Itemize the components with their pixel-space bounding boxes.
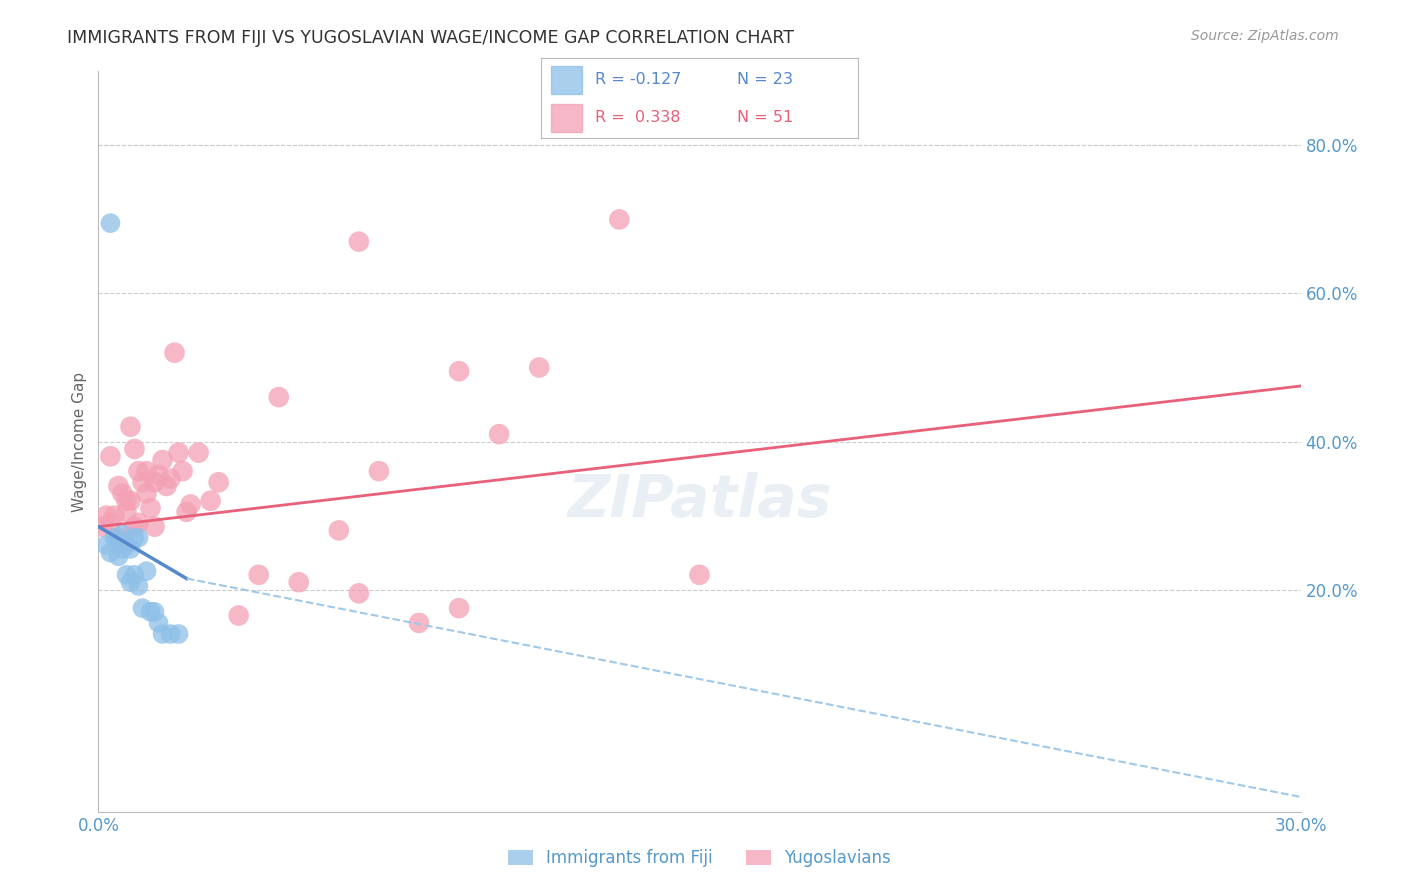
Point [100, 450, 122, 464]
Point [135, 486, 157, 500]
Point [267, 390, 290, 404]
Point [128, 531, 150, 545]
Point [143, 519, 166, 533]
Point [107, 534, 129, 549]
Point [368, 464, 391, 478]
Point [488, 427, 510, 442]
Point [529, 360, 551, 375]
Point [111, 527, 134, 541]
Point [447, 364, 470, 378]
Point [103, 508, 125, 523]
Point [115, 567, 138, 582]
Y-axis label: Wage/Income Gap: Wage/Income Gap [72, 371, 87, 512]
Point [163, 345, 186, 359]
Bar [551, 103, 582, 132]
Text: IMMIGRANTS FROM FIJI VS YUGOSLAVIAN WAGE/INCOME GAP CORRELATION CHART: IMMIGRANTS FROM FIJI VS YUGOSLAVIAN WAGE… [67, 29, 794, 46]
Point [143, 475, 166, 490]
Point [124, 442, 146, 456]
Point [187, 445, 209, 459]
Point [100, 545, 122, 560]
Text: R =  0.338: R = 0.338 [595, 110, 681, 125]
Point [180, 498, 202, 512]
Legend: Immigrants from Fiji, Yugoslavians: Immigrants from Fiji, Yugoslavians [501, 842, 898, 874]
Point [107, 479, 129, 493]
Text: N = 23: N = 23 [738, 72, 793, 87]
Text: Source: ZipAtlas.com: Source: ZipAtlas.com [1191, 29, 1339, 43]
Point [288, 575, 311, 590]
Point [247, 567, 270, 582]
Point [172, 464, 194, 478]
Point [115, 493, 138, 508]
Point [609, 212, 631, 227]
Point [111, 486, 134, 500]
Point [159, 627, 181, 641]
Bar [551, 66, 582, 95]
Point [120, 419, 142, 434]
Point [100, 516, 122, 530]
Point [96, 538, 118, 552]
Point [111, 541, 134, 556]
Point [115, 538, 138, 552]
Point [167, 445, 190, 459]
Point [131, 475, 153, 490]
Point [115, 505, 138, 519]
Point [91, 519, 114, 533]
Point [111, 534, 134, 549]
Point [447, 601, 470, 615]
Point [124, 519, 146, 533]
Point [128, 464, 150, 478]
Point [124, 531, 146, 545]
Point [176, 505, 198, 519]
Point [148, 615, 170, 630]
Point [347, 586, 370, 600]
Point [107, 549, 129, 564]
Point [689, 567, 711, 582]
Text: ZIPatlas: ZIPatlas [567, 472, 832, 529]
Text: N = 51: N = 51 [738, 110, 794, 125]
Point [159, 471, 181, 485]
Point [120, 493, 142, 508]
Point [135, 464, 157, 478]
Point [120, 541, 142, 556]
Point [152, 627, 174, 641]
Point [200, 493, 222, 508]
Point [139, 605, 162, 619]
Point [143, 605, 166, 619]
Point [103, 531, 125, 545]
Point [128, 579, 150, 593]
Point [148, 467, 170, 482]
Point [347, 235, 370, 249]
Point [124, 567, 146, 582]
Point [152, 453, 174, 467]
Point [328, 524, 350, 538]
Point [408, 615, 430, 630]
Point [228, 608, 250, 623]
Point [135, 564, 157, 578]
Point [100, 216, 122, 230]
Point [131, 601, 153, 615]
Point [167, 627, 190, 641]
Point [155, 479, 177, 493]
Point [120, 575, 142, 590]
Point [107, 531, 129, 545]
Point [139, 501, 162, 516]
Text: R = -0.127: R = -0.127 [595, 72, 682, 87]
Point [128, 516, 150, 530]
Point [96, 508, 118, 523]
Point [208, 475, 231, 490]
